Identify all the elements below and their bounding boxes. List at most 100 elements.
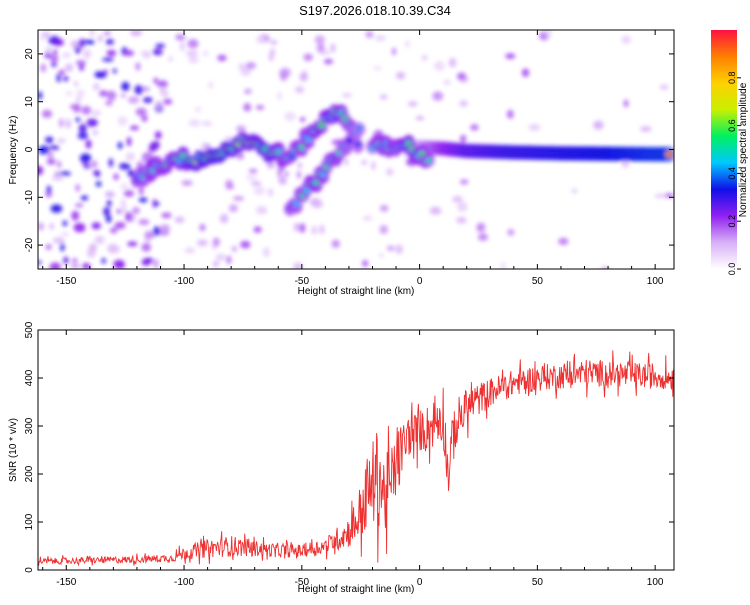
noise-speckle [299,72,308,82]
noise-speckle [71,210,80,221]
upper-branch-core [354,141,362,148]
noise-speckle [62,76,69,82]
noise-speckle [459,100,468,107]
noise-speckle [70,104,75,110]
noise-speckle [50,62,57,67]
noise-speckle [379,94,388,100]
noise-speckle [180,41,185,51]
noise-speckle [59,171,72,176]
noise-speckle [331,239,340,248]
noise-speckle [45,46,53,54]
noise-speckle [215,253,227,261]
noise-speckle [278,176,287,185]
spectrogram-frame [37,29,675,270]
noise-speckle [269,48,276,56]
noise-speckle [373,66,382,71]
noise-speckle [46,185,52,195]
noise-speckle [168,57,173,62]
noise-speckle [174,216,185,224]
noise-speckle [152,48,163,56]
noise-speckle [253,186,266,195]
noise-speckle [132,207,140,214]
noise-speckle [245,62,257,70]
noise-speckle [38,260,42,265]
noise-speckle [127,241,138,247]
noise-speckle [129,125,140,131]
noise-speckle [77,132,89,140]
noise-speckle [86,247,96,258]
noise-speckle [155,43,166,49]
noise-speckle [135,62,141,71]
noise-speckle [116,208,122,214]
snr-x-tick-label: 100 [647,577,664,588]
noise-speckle [106,49,117,57]
noise-speckle [62,52,71,59]
noise-speckle [71,258,78,263]
snr-y-tick-label: 300 [24,417,35,434]
noise-speckle [546,30,552,38]
noise-speckle [119,162,131,170]
noise-speckle [379,253,384,258]
band-core [666,152,673,157]
colorbar-tick-label: 0.8 [727,72,737,85]
noise-speckle [500,262,506,269]
spectrogram-y-tick-label: 10 [24,96,35,108]
noise-speckle [225,185,235,190]
noise-speckle [256,205,265,215]
noise-speckle [119,183,129,190]
noise-speckle [226,255,232,265]
noise-speckle [470,124,479,131]
noise-speckle [73,81,79,87]
noise-speckle [415,116,425,121]
noise-speckle [362,215,373,221]
noise-speckle [621,35,631,45]
upper-branch-core [275,148,283,155]
noise-speckle [319,224,325,235]
snr-y-tick-label: 500 [24,321,35,338]
noise-speckle [117,116,128,126]
noise-speckle [65,91,73,96]
noise-speckle [456,201,468,212]
noise-speckle [91,222,102,230]
noise-speckle [225,179,234,187]
noise-speckle [57,160,62,169]
colorbar-tick-label: 0.4 [727,167,737,180]
noise-speckle [49,222,55,230]
noise-speckle [94,71,104,79]
noise-speckle [91,160,98,168]
noise-speckle [385,167,394,176]
noise-speckle [664,193,674,198]
noise-speckle [157,80,168,89]
noise-speckle [314,35,325,45]
noise-speckle [125,152,135,162]
noise-speckle [121,81,130,92]
noise-speckle [407,101,418,107]
noise-speckle [141,259,151,266]
noise-speckle [507,228,515,236]
noise-speckle [248,168,258,174]
noise-speckle [299,117,306,122]
noise-speckle [103,206,111,217]
noise-speckle [154,131,162,139]
noise-speckle [186,49,199,58]
noise-speckle [92,83,100,91]
wiggle-core [425,157,433,164]
noise-speckle [263,247,270,258]
noise-speckle [82,262,91,269]
noise-speckle [303,53,313,62]
noise-speckle [89,30,95,38]
spectrogram-y-tick-label: -20 [24,237,35,252]
noise-speckle [175,34,186,41]
snr-x-tick-label: -50 [295,577,310,588]
noise-speckle [297,162,302,168]
noise-speckle [263,35,271,42]
noise-speckle [153,226,161,236]
noise-speckle [395,244,403,255]
noise-speckle [295,85,305,94]
noise-speckle [114,221,126,230]
noise-speckle [73,222,86,233]
noise-speckle [240,240,251,249]
noise-speckle [284,171,289,177]
